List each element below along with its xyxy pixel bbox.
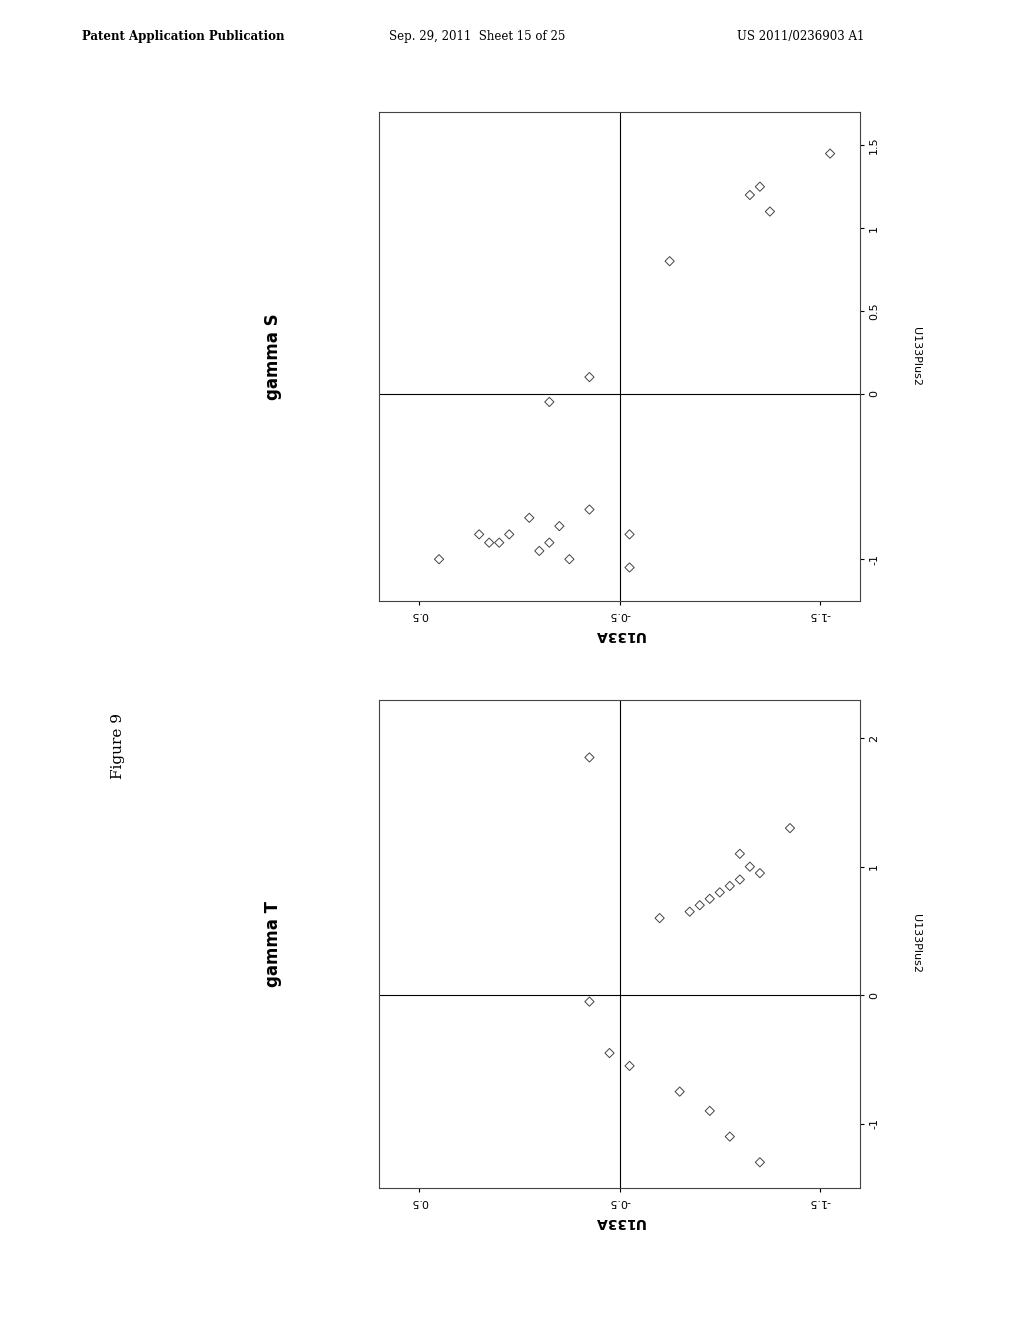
Point bbox=[622, 557, 638, 578]
Y-axis label: U133Plus2: U133Plus2 bbox=[911, 327, 921, 385]
Point bbox=[541, 391, 557, 412]
Text: Patent Application Publication: Patent Application Publication bbox=[82, 30, 285, 44]
Point bbox=[731, 843, 748, 865]
Point bbox=[622, 1056, 638, 1077]
Point bbox=[492, 532, 508, 553]
Text: Sep. 29, 2011  Sheet 15 of 25: Sep. 29, 2011 Sheet 15 of 25 bbox=[389, 30, 565, 44]
Point bbox=[471, 524, 487, 545]
Point bbox=[662, 251, 678, 272]
Point bbox=[781, 817, 798, 838]
Point bbox=[601, 1043, 617, 1064]
Point bbox=[622, 524, 638, 545]
Point bbox=[672, 1081, 688, 1102]
Point bbox=[701, 888, 718, 909]
Text: Figure 9: Figure 9 bbox=[111, 713, 125, 779]
Point bbox=[741, 185, 758, 206]
Point bbox=[481, 532, 498, 553]
Point bbox=[762, 201, 778, 222]
Point bbox=[722, 1126, 738, 1147]
Point bbox=[521, 507, 538, 528]
Point bbox=[712, 882, 728, 903]
Point bbox=[691, 895, 708, 916]
Point bbox=[822, 143, 839, 164]
Point bbox=[531, 540, 548, 561]
Text: US 2011/0236903 A1: US 2011/0236903 A1 bbox=[737, 30, 864, 44]
Point bbox=[501, 524, 517, 545]
Text: gamma T: gamma T bbox=[264, 900, 282, 987]
Point bbox=[551, 516, 567, 537]
Point bbox=[582, 499, 598, 520]
Point bbox=[731, 869, 748, 890]
Point bbox=[582, 747, 598, 768]
Point bbox=[752, 862, 768, 883]
Point bbox=[752, 176, 768, 197]
X-axis label: U133A: U133A bbox=[594, 1216, 645, 1229]
Point bbox=[701, 1101, 718, 1122]
Point bbox=[561, 549, 578, 570]
Point bbox=[651, 908, 668, 929]
Point bbox=[682, 902, 698, 923]
Text: gamma S: gamma S bbox=[264, 313, 282, 400]
X-axis label: U133A: U133A bbox=[594, 628, 645, 642]
Point bbox=[722, 875, 738, 896]
Y-axis label: U133Plus2: U133Plus2 bbox=[911, 915, 921, 973]
Point bbox=[741, 857, 758, 878]
Point bbox=[582, 367, 598, 388]
Point bbox=[541, 532, 557, 553]
Point bbox=[431, 549, 447, 570]
Point bbox=[752, 1152, 768, 1173]
Point bbox=[582, 991, 598, 1012]
